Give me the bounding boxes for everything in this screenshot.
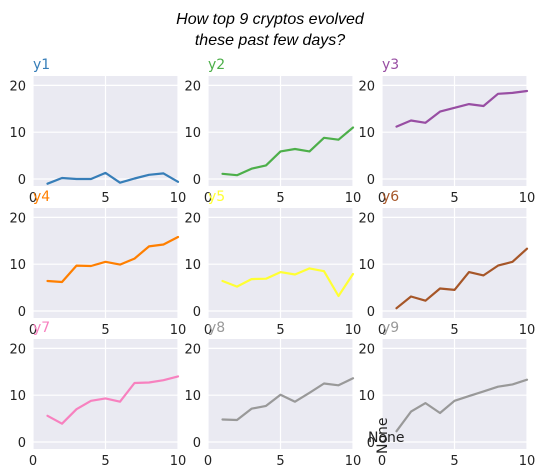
series-line-y4 bbox=[46, 235, 180, 284]
annotation-horizontal: None bbox=[368, 430, 405, 446]
panel-y9: 0 5 10 0 10 20 y9 bbox=[358, 320, 535, 469]
y-tick-label: 0 bbox=[367, 305, 375, 320]
y-tick-label: 20 bbox=[9, 342, 26, 357]
x-tick-label: 0 bbox=[204, 191, 212, 206]
y-tick-label: 20 bbox=[9, 79, 26, 94]
panel-title-y4: y4 bbox=[33, 189, 50, 205]
chart-title-line-1: How top 9 cryptos evolved bbox=[176, 11, 365, 28]
y-tick-label: 20 bbox=[184, 211, 201, 226]
x-tick-label: 0 bbox=[204, 323, 212, 338]
panel-title-y1: y1 bbox=[33, 57, 50, 73]
x-tick-label: 0 bbox=[378, 323, 386, 338]
y-tick-label: 0 bbox=[18, 305, 26, 320]
x-tick-label: 5 bbox=[450, 454, 458, 469]
panel-title-y6: y6 bbox=[382, 189, 399, 205]
x-tick-label: 5 bbox=[276, 191, 284, 206]
x-tick-label: 10 bbox=[170, 323, 187, 338]
x-tick-label: 10 bbox=[519, 191, 536, 206]
series-line-y2 bbox=[221, 126, 355, 177]
y-tick-label: 10 bbox=[184, 126, 201, 141]
panel-y6: 0 5 10 0 10 20 y6 bbox=[358, 189, 535, 338]
x-tick-label: 10 bbox=[345, 323, 362, 338]
panel-y4: 0 5 10 0 10 20 y4 bbox=[9, 189, 186, 338]
panel-title-y8: y8 bbox=[208, 320, 225, 336]
y-tick-label: 0 bbox=[18, 436, 26, 451]
panel-y8: 0 5 10 0 10 20 y8 bbox=[184, 320, 361, 469]
series-line-y1 bbox=[46, 171, 180, 185]
x-tick-label: 5 bbox=[101, 454, 109, 469]
series-line-y7 bbox=[46, 375, 180, 425]
x-tick-label: 10 bbox=[345, 454, 362, 469]
x-tick-label: 10 bbox=[345, 191, 362, 206]
x-tick-label: 5 bbox=[101, 323, 109, 338]
panel-y3: 0 5 10 0 10 20 y3 bbox=[358, 57, 535, 206]
panel-title-y2: y2 bbox=[208, 57, 225, 73]
panel-title-y9: y9 bbox=[382, 320, 399, 336]
y-tick-label: 10 bbox=[358, 258, 375, 273]
panel-title-y3: y3 bbox=[382, 57, 399, 73]
y-tick-label: 10 bbox=[184, 258, 201, 273]
y-tick-label: 10 bbox=[358, 126, 375, 141]
y-tick-label: 20 bbox=[9, 211, 26, 226]
panel-title-y5: y5 bbox=[208, 189, 225, 205]
y-tick-label: 10 bbox=[184, 389, 201, 404]
panel-grid: 0 5 10 0 10 20 y1 0 5 10 0 10 20 y2 0 5 10 0 10 20 y3 0 5 10 0 10… bbox=[9, 57, 535, 469]
y-tick-label: 0 bbox=[18, 173, 26, 188]
series-line-y3 bbox=[395, 89, 529, 128]
x-tick-label: 0 bbox=[204, 454, 212, 469]
x-tick-label: 0 bbox=[378, 454, 386, 469]
series-line-y8 bbox=[221, 377, 355, 422]
x-tick-label: 5 bbox=[450, 323, 458, 338]
y-tick-label: 10 bbox=[9, 126, 26, 141]
y-tick-label: 0 bbox=[367, 173, 375, 188]
x-tick-label: 0 bbox=[29, 454, 37, 469]
x-tick-label: 0 bbox=[29, 323, 37, 338]
chart-title-line-2: these past few days? bbox=[195, 32, 345, 49]
x-tick-label: 10 bbox=[519, 454, 536, 469]
y-tick-label: 0 bbox=[193, 436, 201, 451]
x-tick-label: 5 bbox=[276, 454, 284, 469]
y-tick-label: 10 bbox=[9, 258, 26, 273]
y-tick-label: 20 bbox=[184, 342, 201, 357]
y-tick-label: 20 bbox=[358, 211, 375, 226]
x-tick-label: 5 bbox=[450, 191, 458, 206]
y-tick-label: 0 bbox=[193, 173, 201, 188]
y-tick-label: 20 bbox=[184, 79, 201, 94]
x-tick-label: 10 bbox=[519, 323, 536, 338]
x-tick-label: 10 bbox=[170, 454, 187, 469]
series-line-y6 bbox=[395, 247, 529, 310]
y-tick-label: 10 bbox=[9, 389, 26, 404]
series-line-y9 bbox=[395, 378, 529, 433]
y-tick-label: 20 bbox=[358, 342, 375, 357]
panel-y5: 0 5 10 0 10 20 y5 bbox=[184, 189, 361, 338]
x-tick-label: 0 bbox=[378, 191, 386, 206]
x-tick-label: 5 bbox=[276, 323, 284, 338]
y-tick-label: 0 bbox=[193, 305, 201, 320]
panel-y7: 0 5 10 0 10 20 y7 bbox=[9, 320, 186, 469]
x-tick-label: 0 bbox=[29, 191, 37, 206]
panel-y1: 0 5 10 0 10 20 y1 bbox=[9, 57, 186, 206]
y-tick-label: 20 bbox=[358, 79, 375, 94]
annotation-vertical: None bbox=[375, 417, 391, 454]
panel-title-y7: y7 bbox=[33, 320, 50, 336]
y-tick-label: 10 bbox=[358, 389, 375, 404]
panel-y2: 0 5 10 0 10 20 y2 bbox=[184, 57, 361, 206]
series-line-y5 bbox=[221, 267, 355, 298]
x-tick-label: 10 bbox=[170, 191, 187, 206]
y-tick-label: 0 bbox=[367, 436, 375, 451]
x-tick-label: 5 bbox=[101, 191, 109, 206]
